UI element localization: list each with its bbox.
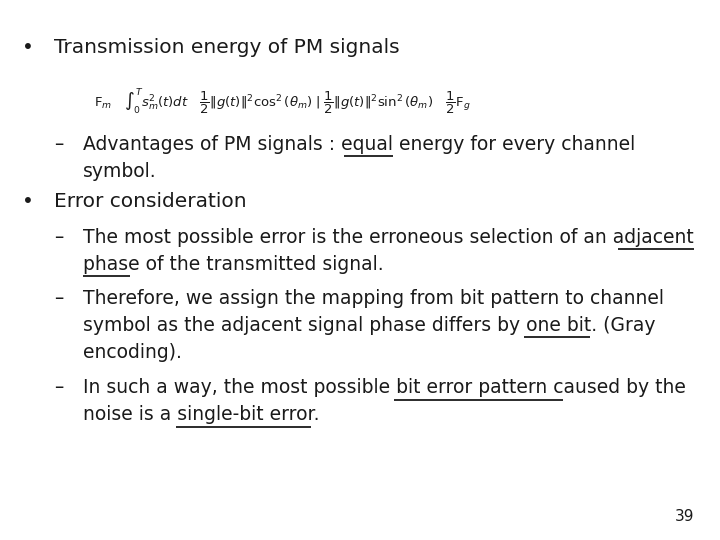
Text: symbol as the adjacent signal phase differs by one bit. (Gray: symbol as the adjacent signal phase diff… — [83, 316, 655, 335]
Text: The most possible error is the erroneous selection of an adjacent: The most possible error is the erroneous… — [83, 228, 693, 247]
Text: encoding).: encoding). — [83, 343, 181, 362]
Text: Advantages of PM signals : equal energy for every channel: Advantages of PM signals : equal energy … — [83, 135, 635, 154]
Text: phase of the transmitted signal.: phase of the transmitted signal. — [83, 255, 384, 274]
Text: In such a way, the most possible bit error pattern caused by the: In such a way, the most possible bit err… — [83, 378, 685, 397]
Text: •: • — [22, 192, 33, 211]
Text: Transmission energy of PM signals: Transmission energy of PM signals — [54, 38, 400, 57]
Text: Error consideration: Error consideration — [54, 192, 247, 211]
Text: •: • — [22, 38, 33, 57]
Text: $\mathrm{F}_m \quad \int_0^T s_m^2(t)dt \quad \dfrac{1}{2} \| g(t) \|^2 \cos^2(\: $\mathrm{F}_m \quad \int_0^T s_m^2(t)dt … — [94, 86, 470, 117]
Text: –: – — [54, 135, 63, 154]
Text: –: – — [54, 378, 63, 397]
Text: 39: 39 — [675, 509, 695, 524]
Text: –: – — [54, 228, 63, 247]
Text: symbol.: symbol. — [83, 162, 156, 181]
Text: noise is a single-bit error.: noise is a single-bit error. — [83, 405, 319, 424]
Text: –: – — [54, 289, 63, 308]
Text: Therefore, we assign the mapping from bit pattern to channel: Therefore, we assign the mapping from bi… — [83, 289, 664, 308]
